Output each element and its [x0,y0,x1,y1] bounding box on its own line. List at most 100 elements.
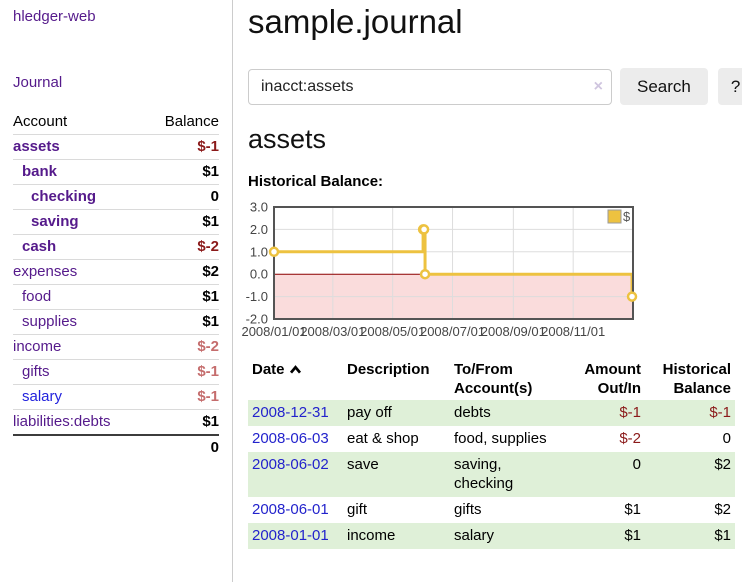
account-link[interactable]: food [22,288,52,305]
y-tick-label: 2.0 [250,222,268,237]
transaction-date-link[interactable]: 2008-12-31 [252,404,329,421]
accounts-header-row: Account Balance [13,110,219,135]
column-header-balance: Historical Balance [662,361,731,397]
account-link[interactable]: gifts [22,363,50,380]
account-link[interactable]: expenses [13,263,78,280]
search-button[interactable]: Search [620,68,708,105]
transaction-date-link[interactable]: 2008-06-01 [252,501,329,518]
historical-balance-chart: $3.0 2.0 1.0 0.0 -1.0 -2.0 2008/01/01 2008/03/0… [241,200,742,343]
transaction-row: 2008-06-02 save saving, checking 0 $2 [248,452,735,497]
column-header-date[interactable]: Date [248,358,343,400]
brand-link[interactable]: hledger-web [13,8,96,25]
account-balance: $-2 [197,338,219,355]
legend-swatch [607,209,622,224]
chart-label: Historical Balance: [248,173,384,190]
account-row: liabilities:debts $1 [13,410,219,435]
transaction-date-link[interactable]: 2008-06-02 [252,456,329,473]
transaction-amount: $-1 [619,404,641,421]
account-link[interactable]: supplies [22,313,78,330]
account-balance: $1 [202,163,219,180]
x-tick-label: 2008/11/01 [541,324,605,339]
account-heading: assets [248,124,327,154]
sort-ascending-icon [289,360,302,379]
column-header-tofrom: To/From Account(s) [454,361,533,397]
balance-chart-svg: $3.0 2.0 1.0 0.0 -1.0 -2.02008/01/012008/03/0… [241,200,638,339]
legend-label: $ [623,209,631,224]
sidebar-item-journal[interactable]: Journal [13,74,63,91]
x-tick-label: 2008/03/01 [300,324,365,339]
account-balance: 0 [210,188,219,205]
account-row: assets $-1 [13,135,219,160]
transaction-row: 2008-01-01 income salary $1 $1 [248,523,735,549]
transaction-row: 2008-06-01 gift gifts $1 $2 [248,497,735,523]
data-point [419,268,431,280]
transaction-amount: $-2 [619,430,641,447]
transaction-balance: $2 [714,456,731,473]
account-link[interactable]: checking [31,188,97,205]
transaction-accounts: gifts [454,501,482,518]
transactions-header-row: Date Description To/From Account(s) Amou… [248,358,735,400]
data-point [418,224,430,235]
y-tick-label: 3.0 [250,200,268,215]
search-box: × [248,68,612,105]
account-balance: $1 [202,288,219,305]
transaction-row: 2008-06-03 eat & shop food, supplies $-2 0 [248,426,735,452]
accounts-total-row: 0 [13,435,219,460]
account-link[interactable]: liabilities:debts [13,413,111,430]
main-content: sample.journal × Search ? assets Histori… [241,0,742,549]
transaction-amount: 0 [632,456,641,473]
transaction-accounts: debts [454,404,491,421]
transactions-table: Date Description To/From Account(s) Amou… [248,358,735,549]
transaction-description: gift [347,501,368,518]
transaction-amount: $1 [624,527,641,544]
clear-search-icon[interactable]: × [593,77,603,95]
account-row: cash $-2 [13,235,219,260]
column-header-date-label: Date [252,361,285,378]
accounts-header-account: Account [13,113,68,130]
x-tick-label: 2008/09/01 [481,324,546,339]
column-header-description: Description [347,361,430,378]
account-row: supplies $1 [13,310,219,335]
transaction-amount: $1 [624,501,641,518]
account-row: expenses $2 [13,260,219,285]
y-tick-label: -1.0 [246,289,268,304]
account-link[interactable]: salary [22,388,63,405]
account-link[interactable]: bank [22,163,58,180]
account-link[interactable]: saving [31,213,79,230]
help-button[interactable]: ? [717,68,742,105]
transaction-date-link[interactable]: 2008-06-03 [252,430,329,447]
accounts-header-balance: Balance [164,113,219,130]
account-row: food $1 [13,285,219,310]
search-form: × Search ? [248,68,742,105]
y-tick-label: -2.0 [246,312,268,327]
account-balance: $-1 [197,363,219,380]
accounts-total-spacer [13,435,116,460]
account-row: salary $-1 [13,385,219,410]
transaction-accounts: food, supplies [454,430,547,447]
search-input[interactable] [248,68,612,105]
transaction-description: eat & shop [347,430,419,447]
x-tick-label: 2008/07/01 [420,324,485,339]
account-row: income $-2 [13,335,219,360]
account-link[interactable]: cash [22,238,57,255]
account-balance: $2 [202,263,219,280]
x-tick-label: 2008/05/01 [360,324,425,339]
transaction-description: save [347,456,379,473]
account-balance: $1 [202,213,219,230]
transaction-description: pay off [347,404,392,421]
transaction-balance: $1 [714,527,731,544]
transaction-date-link[interactable]: 2008-01-01 [252,527,329,544]
transaction-balance: $-1 [709,404,731,421]
column-header-amount: Amount Out/In [584,361,641,397]
transaction-description: income [347,527,396,544]
account-link[interactable]: income [13,338,62,355]
y-tick-label: 0.0 [250,267,268,282]
account-balance: $-1 [197,138,219,155]
account-row: saving $1 [13,210,219,235]
transaction-accounts: salary [454,527,495,544]
transaction-balance: $2 [714,501,731,518]
transaction-balance: 0 [722,430,731,447]
account-link[interactable]: assets [13,138,60,155]
account-balance: $-2 [197,238,219,255]
data-point [626,291,638,302]
